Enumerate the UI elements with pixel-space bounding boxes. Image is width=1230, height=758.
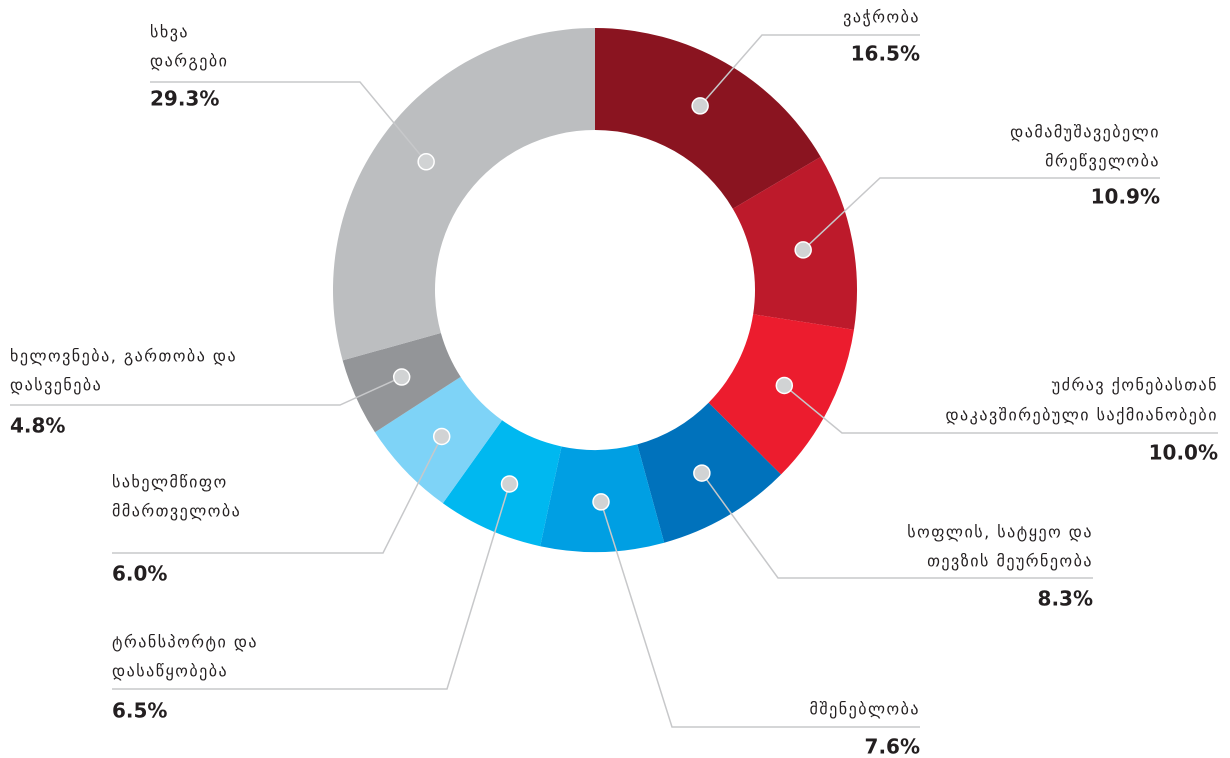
segment-label: დაკავშირებული საქმიანობები (945, 406, 1218, 425)
marker-dot (432, 427, 451, 446)
value-label: 10.0% (1149, 441, 1218, 465)
donut-segment (708, 314, 854, 475)
marker-dot (392, 368, 411, 386)
value-label: 4.8% (10, 414, 65, 438)
leader-line (112, 483, 511, 690)
segment-label: სოფლის, სატყეო და (907, 523, 1093, 542)
marker-dot (417, 153, 435, 171)
donut-segment (595, 28, 821, 209)
segment-label: დასაწყობება (112, 662, 228, 681)
donut-segment (732, 156, 858, 330)
segment-label: დამამუშავებელი (1010, 123, 1160, 142)
leader-line (783, 384, 1218, 434)
marker-dot (500, 475, 519, 493)
value-label: 16.5% (851, 42, 920, 66)
segment-label: დასვენება (10, 376, 102, 395)
segment-label: ხელოვნება, გართობა და (10, 347, 237, 366)
value-label: 7.6% (865, 735, 920, 758)
segment-label: უძრავ ქონებასთან (1052, 376, 1218, 395)
donut-segment (333, 28, 595, 361)
marker-dot (794, 241, 812, 259)
marker-dot (693, 464, 711, 482)
segment-label: დარგები (150, 52, 228, 71)
leader-line (600, 501, 920, 728)
leader-line (802, 177, 1160, 251)
leader-line (150, 81, 427, 163)
marker-dot (691, 97, 709, 115)
segment-label: ტრანსპორტი და (112, 633, 258, 652)
segment-label: თევზის მეურნეობა (927, 552, 1093, 571)
value-label: 29.3% (150, 87, 219, 111)
leader-line (699, 34, 920, 107)
segment-label: მმართველობა (112, 502, 241, 521)
leader-line (10, 376, 402, 406)
leader-line (701, 472, 1093, 579)
value-label: 10.9% (1091, 185, 1160, 209)
value-label: 6.5% (112, 699, 167, 723)
value-label: 8.3% (1038, 587, 1093, 611)
marker-dot (592, 493, 610, 511)
value-label: 6.0% (112, 562, 167, 586)
segment-label: სხვა (150, 23, 189, 42)
segment-label: მშენებლობა (809, 700, 920, 719)
segment-label: ვაჭრობა (843, 8, 920, 27)
segment-label: მრეწველობა (1045, 152, 1160, 171)
segment-label: სახელმწიფო (112, 473, 228, 492)
leader-line (112, 436, 443, 554)
marker-dot (775, 376, 794, 395)
